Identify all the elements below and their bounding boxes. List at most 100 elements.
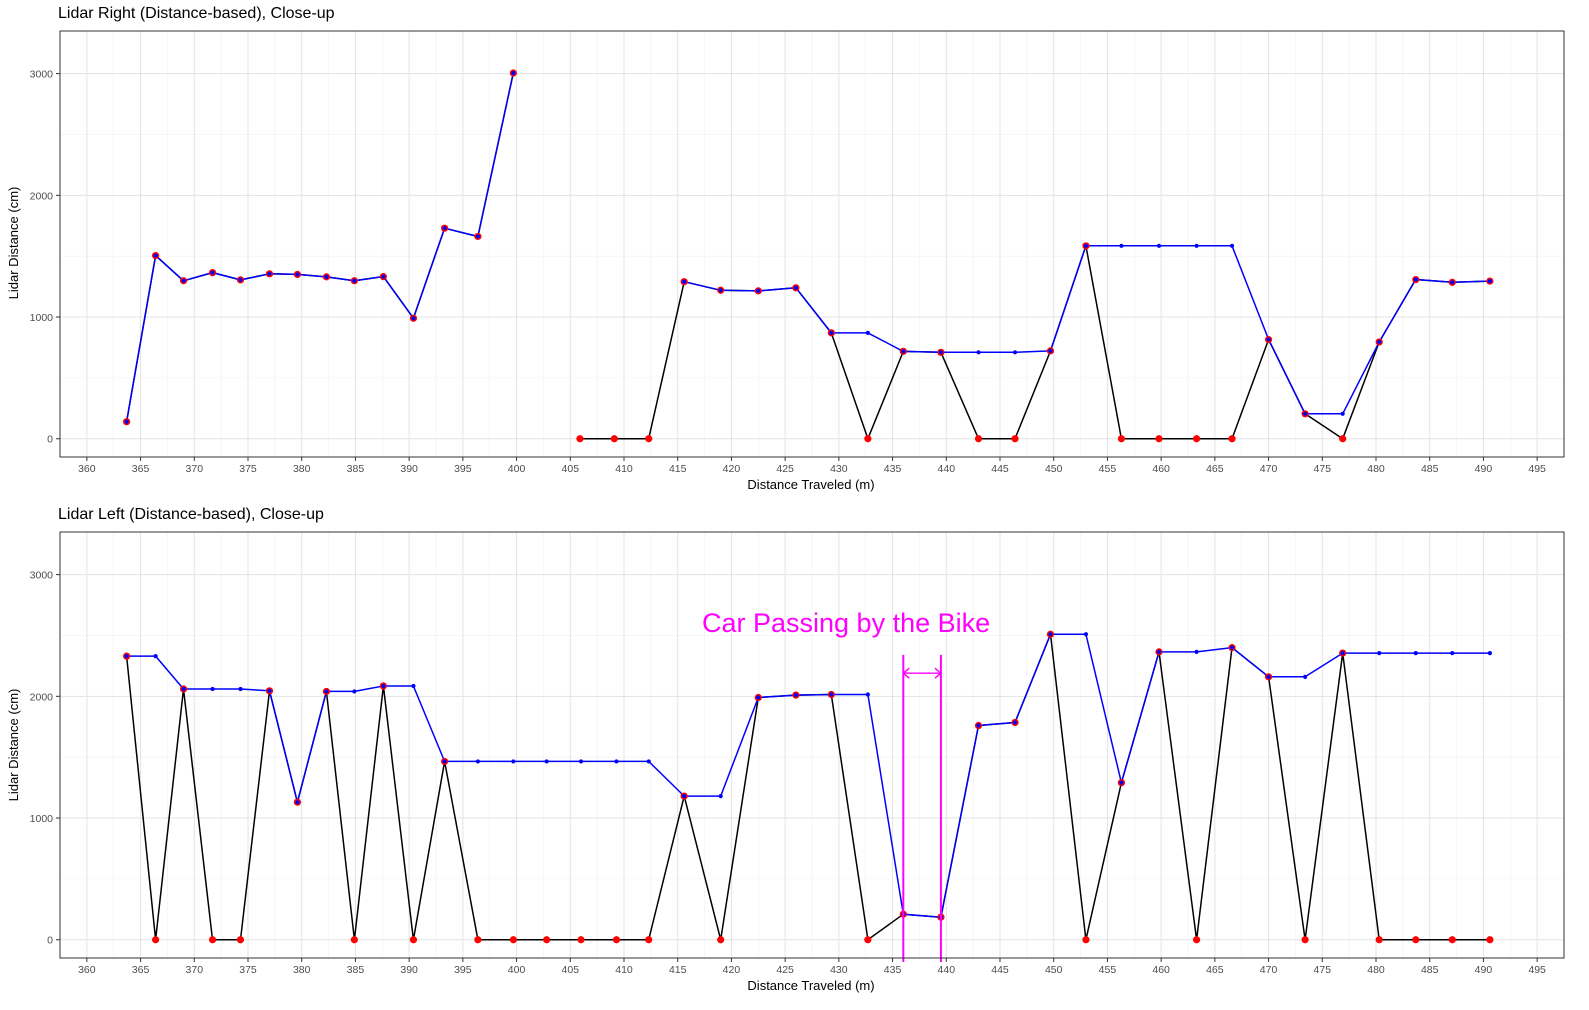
data-point-filled (238, 277, 243, 283)
data-point-filled (865, 692, 870, 697)
x-tick-label: 490 (1475, 964, 1493, 976)
data-point-filled (682, 794, 687, 799)
data-point-raw (474, 936, 482, 944)
x-tick-label: 405 (562, 463, 580, 475)
data-point-raw (1486, 936, 1494, 944)
data-point-raw (409, 936, 418, 944)
data-point-raw (1155, 435, 1163, 443)
x-tick-label: 425 (776, 463, 794, 475)
data-point-filled (511, 759, 516, 764)
y-tick-label: 1000 (30, 312, 54, 324)
data-point-raw (1228, 435, 1236, 443)
data-point-filled (901, 349, 906, 354)
x-tick-label: 445 (991, 463, 1009, 475)
data-point-filled (1083, 243, 1089, 248)
data-point-filled (267, 271, 272, 276)
x-tick-label: 385 (347, 463, 365, 475)
data-point-raw (612, 936, 621, 944)
x-tick-label: 395 (454, 463, 472, 475)
data-point-raw (645, 435, 653, 443)
data-point-filled (1048, 632, 1053, 637)
data-point-filled (756, 695, 761, 700)
data-point-filled (1413, 651, 1418, 656)
x-tick-label: 480 (1367, 463, 1385, 475)
data-point-filled (1156, 649, 1162, 654)
data-point-filled (411, 683, 416, 689)
data-point-filled (352, 689, 357, 694)
data-point-filled (1450, 651, 1455, 656)
x-tick-label: 375 (239, 964, 257, 976)
data-point-filled (238, 686, 243, 692)
x-tick-label: 395 (454, 964, 472, 976)
x-tick-label: 365 (132, 964, 150, 976)
data-point-filled (646, 759, 651, 764)
y-axis-label: Lidar Distance (cm) (6, 187, 21, 300)
x-tick-label: 370 (186, 964, 204, 976)
y-tick-label: 0 (47, 935, 53, 947)
data-point-filled (475, 234, 480, 239)
data-point-filled (829, 692, 834, 697)
data-point-filled (718, 288, 723, 293)
data-point-filled (267, 688, 272, 693)
data-point-filled (1012, 350, 1018, 355)
data-point-filled (1119, 780, 1124, 785)
data-point-filled (1340, 651, 1345, 656)
x-tick-label: 460 (1152, 964, 1170, 976)
data-point-filled (938, 350, 944, 355)
data-point-filled (1083, 632, 1089, 637)
x-tick-label: 380 (293, 964, 311, 976)
x-tick-label: 440 (938, 463, 956, 475)
data-point-filled (718, 794, 723, 799)
data-point-raw (1117, 435, 1125, 443)
data-point-raw (1448, 936, 1456, 944)
data-point-filled (1302, 411, 1308, 416)
data-point-filled (1413, 277, 1418, 282)
x-tick-label: 405 (562, 964, 580, 976)
data-point-filled (210, 270, 215, 275)
data-point-filled (181, 686, 186, 692)
data-point-raw (576, 435, 584, 443)
data-point-raw (509, 936, 517, 944)
y-tick-label: 2000 (30, 691, 54, 703)
data-point-filled (1194, 649, 1199, 654)
data-point-raw (1192, 936, 1201, 944)
data-point-filled (324, 689, 329, 694)
data-point-filled (153, 654, 158, 659)
chart-left-lidar: Lidar Left (Distance-based), Close-up Li… (6, 506, 1565, 993)
data-point-filled (1156, 243, 1162, 248)
data-point-filled (381, 683, 386, 689)
plot-border (59, 30, 1565, 458)
x-tick-label: 465 (1206, 463, 1224, 475)
y-tick-label: 3000 (30, 570, 54, 582)
data-point-raw (645, 936, 653, 944)
data-point-raw (864, 936, 872, 944)
x-tick-label: 435 (884, 463, 902, 475)
data-point-filled (865, 330, 870, 335)
data-point-filled (1340, 411, 1345, 416)
data-point-filled (442, 226, 447, 231)
data-point-filled (1487, 279, 1492, 284)
data-point-filled (976, 723, 981, 728)
y-tick-label: 2000 (30, 190, 54, 202)
data-point-filled (1119, 243, 1124, 248)
data-point-filled (682, 279, 687, 284)
x-tick-label: 390 (400, 964, 418, 976)
data-point-filled (153, 253, 158, 258)
x-tick-label: 495 (1528, 964, 1546, 976)
data-point-filled (544, 759, 549, 764)
x-tick-label: 450 (1045, 964, 1063, 976)
x-tick-label: 390 (400, 463, 418, 475)
plot-area: 360 365 370 375 380 385 390 395 400 405 410 415 420 4… (30, 30, 1565, 475)
x-tick-label: 450 (1045, 463, 1063, 475)
x-tick-label: 415 (669, 463, 687, 475)
x-tick-label: 470 (1260, 463, 1278, 475)
x-tick-label: 490 (1475, 463, 1493, 475)
x-tick-label: 485 (1421, 463, 1439, 475)
data-point-filled (1266, 674, 1271, 679)
data-point-filled (1377, 651, 1382, 656)
x-tick-label: 475 (1314, 463, 1332, 475)
data-point-raw (208, 936, 217, 944)
x-tick-label: 425 (776, 964, 794, 976)
data-point-raw (974, 435, 983, 443)
